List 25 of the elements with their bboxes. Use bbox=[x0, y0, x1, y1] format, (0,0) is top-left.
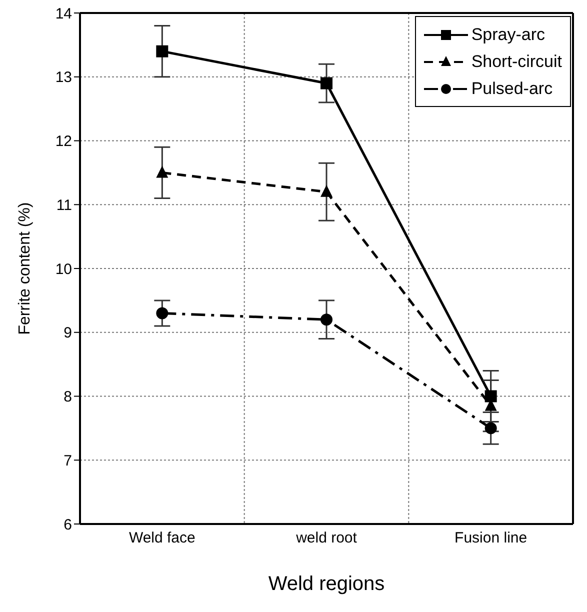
y-tick-label: 6 bbox=[64, 516, 72, 534]
x-tick-label: Weld face bbox=[128, 530, 196, 547]
point bbox=[156, 307, 168, 320]
y-tick-label: 8 bbox=[64, 388, 72, 406]
point bbox=[320, 314, 332, 326]
point bbox=[484, 422, 497, 434]
point bbox=[320, 184, 332, 197]
point bbox=[156, 166, 168, 178]
x-tick-label: Fusion line bbox=[454, 530, 528, 547]
x-tick-label: weld root bbox=[295, 530, 358, 547]
legend-label: Short-circuit bbox=[471, 52, 562, 72]
point bbox=[156, 45, 168, 58]
y-tick-label: 10 bbox=[55, 260, 72, 278]
point bbox=[320, 77, 332, 90]
x-axis-title: Weld regions bbox=[268, 573, 385, 595]
y-tick-label: 13 bbox=[55, 69, 72, 86]
y-tick-label: 14 bbox=[55, 5, 72, 22]
legend-label: Pulsed-arc bbox=[471, 78, 553, 98]
y-tick-label: 7 bbox=[64, 452, 72, 470]
y-tick-label: 11 bbox=[56, 196, 72, 214]
point bbox=[484, 390, 497, 402]
y-axis-title: Ferrite content (%) bbox=[16, 202, 34, 335]
legend-label: Spray-arc bbox=[471, 24, 545, 44]
y-tick-label: 12 bbox=[55, 133, 72, 150]
y-tick-label: 9 bbox=[64, 324, 72, 342]
